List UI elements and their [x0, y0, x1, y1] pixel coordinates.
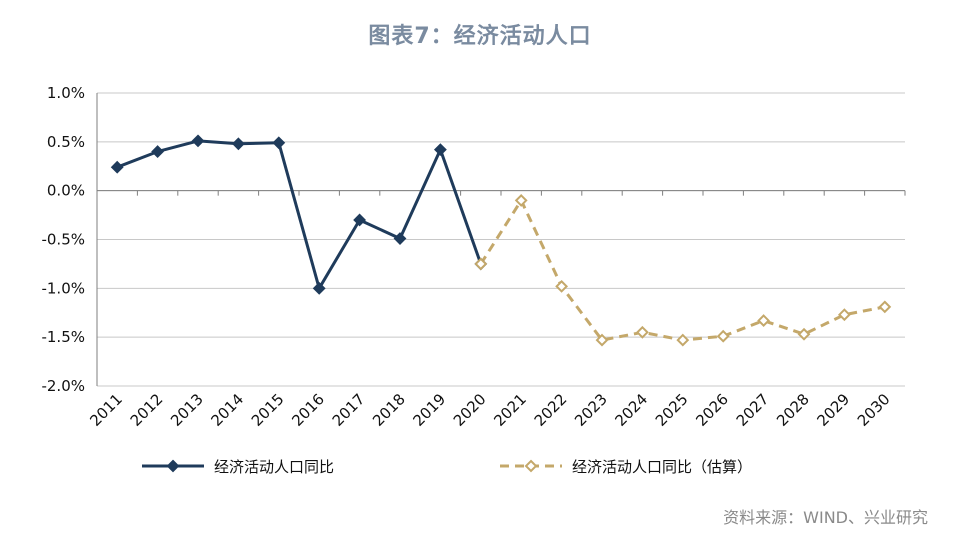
legend-label-1: 经济活动人口同比	[214, 458, 334, 476]
y-tick-label: 0.5%	[47, 133, 85, 151]
x-tick-label: 2014	[207, 390, 247, 430]
x-tick-label: 2029	[813, 390, 853, 430]
data-point-marker	[555, 279, 569, 293]
data-point-marker	[353, 213, 367, 227]
x-tick-label: 2018	[369, 390, 409, 430]
x-tick-label: 2011	[86, 390, 126, 430]
data-point-marker	[797, 327, 811, 341]
data-point-marker	[474, 257, 488, 271]
y-tick-label: -2.0%	[41, 377, 85, 395]
x-tick-label: 2025	[652, 390, 692, 430]
data-point-marker	[837, 308, 851, 322]
x-axis	[96, 93, 906, 386]
x-tick-label: 2020	[450, 390, 490, 430]
data-point-marker	[757, 314, 771, 327]
x-tick-label: 2028	[773, 390, 813, 430]
data-point-marker	[231, 137, 245, 151]
legend-marker-1	[166, 459, 180, 473]
x-tick-label: 2021	[490, 390, 530, 430]
y-tick-label: -1.5%	[41, 328, 85, 346]
chart-title: 图表7：经济活动人口	[368, 24, 592, 49]
x-axis-ticks: 2011 2012 2013 2014 2015 2016 2017 2018 2019 2020…	[86, 390, 893, 430]
data-point-marker	[393, 232, 407, 245]
data-point-marker	[595, 333, 609, 347]
data-point-marker	[635, 325, 649, 339]
x-tick-label: 2015	[248, 390, 288, 430]
series-line-2	[479, 198, 886, 342]
x-tick-label: 2024	[611, 390, 651, 430]
y-tick-label: -1.0%	[41, 279, 85, 297]
x-tick-label: 2030	[854, 390, 894, 430]
series-line-1	[116, 139, 483, 290]
x-tick-label: 2012	[127, 390, 167, 430]
data-point-marker	[191, 134, 205, 148]
y-tick-label: -0.5%	[41, 231, 85, 249]
legend-marker-2	[524, 459, 538, 473]
data-point-marker	[312, 281, 326, 295]
legend: 经济活动人口同比 经济活动人口同比（估算）	[142, 458, 752, 476]
x-tick-label: 2027	[733, 390, 773, 430]
series-layer	[110, 134, 892, 347]
data-point-marker	[151, 145, 165, 159]
x-tick-label: 2013	[167, 390, 207, 430]
data-point-marker	[272, 136, 286, 150]
x-tick-label: 2016	[288, 390, 328, 430]
x-tick-label: 2022	[531, 390, 571, 430]
x-tick-label: 2023	[571, 390, 611, 430]
data-point-marker	[433, 143, 447, 157]
data-point-marker	[878, 300, 892, 314]
data-point-marker	[716, 329, 730, 343]
source-note: 资料来源：WIND、兴业研究	[723, 508, 928, 527]
x-tick-label: 2017	[329, 390, 369, 430]
data-point-marker	[676, 333, 690, 347]
y-axis-ticks: 1.0% 0.5% 0.0% -0.5% -1.0% -1.5% -2.0%	[41, 84, 85, 395]
data-point-marker	[514, 194, 528, 207]
data-point-marker	[110, 160, 124, 174]
y-tick-label: 1.0%	[47, 84, 85, 102]
x-tick-label: 2026	[692, 390, 732, 430]
grid-lines	[97, 92, 905, 387]
x-tick-label: 2019	[409, 390, 449, 430]
legend-label-2: 经济活动人口同比（估算）	[572, 458, 752, 476]
y-tick-label: 0.0%	[47, 182, 85, 200]
